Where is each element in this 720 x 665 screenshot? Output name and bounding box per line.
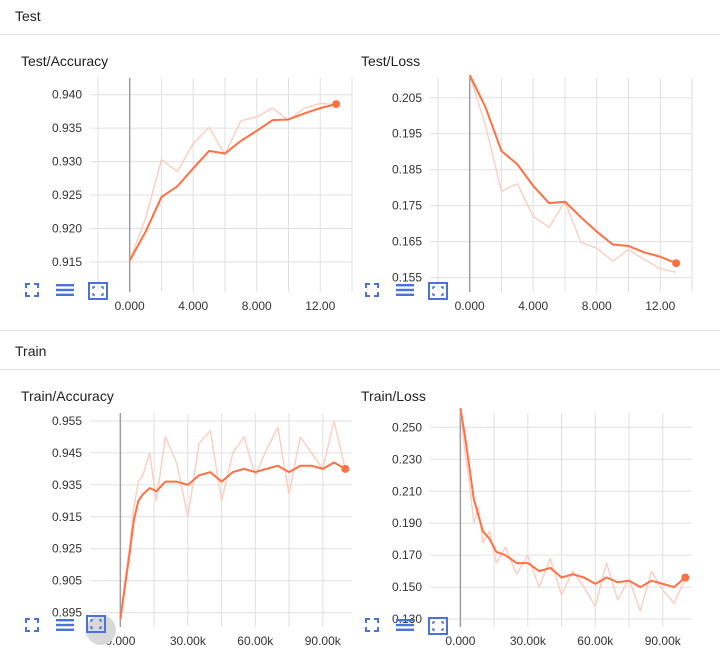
list-icon (56, 619, 74, 631)
card-title: Train/Accuracy (21, 388, 114, 404)
section-divider (0, 330, 720, 331)
x-tick-label: 8.000 (242, 299, 272, 313)
y-tick-label: 0.905 (52, 574, 82, 588)
fit-domain-button[interactable] (86, 615, 116, 645)
y-tick-label: 0.955 (52, 414, 82, 428)
smoothed-series-line (459, 408, 686, 589)
x-tick-label: 12.00 (645, 299, 675, 313)
raw-series-line (459, 408, 686, 612)
y-tick-label: 0.175 (392, 199, 422, 213)
y-tick-label: 0.935 (52, 121, 82, 135)
x-tick-label: 4.000 (518, 299, 548, 313)
fit-domain-icon (428, 282, 448, 300)
x-tick-label: 4.000 (178, 299, 208, 313)
y-tick-label: 0.155 (392, 271, 422, 285)
y-tick-label: 0.210 (392, 484, 422, 498)
expand-button[interactable] (364, 282, 390, 308)
y-tick-label: 0.920 (52, 221, 82, 235)
expand-button[interactable] (24, 282, 50, 308)
fit-domain-icon (88, 282, 108, 300)
x-tick-label: 90.00k (305, 634, 342, 648)
card-title: Test/Loss (361, 53, 421, 69)
x-tick-label: 60.00k (237, 634, 274, 648)
raw-series-line (119, 420, 346, 620)
y-tick-label: 0.185 (392, 163, 422, 177)
x-tick-label: 30.00k (170, 634, 207, 648)
toggle-log-scale-button[interactable] (56, 617, 82, 643)
raw-series-line (128, 102, 337, 261)
smoothed-series-line (468, 74, 677, 265)
series-endpoint (681, 573, 690, 582)
raw-series-line (468, 74, 677, 273)
y-tick-label: 0.165 (392, 235, 422, 249)
y-tick-label: 0.205 (392, 91, 422, 105)
card-title: Test/Accuracy (21, 53, 109, 69)
x-tick-label: 8.000 (582, 299, 612, 313)
y-tick-label: 0.915 (52, 255, 82, 269)
section-header-test[interactable]: Test (0, 0, 720, 35)
section-header-train[interactable]: Train (0, 335, 720, 370)
list-icon (396, 284, 414, 296)
y-tick-label: 0.190 (392, 516, 422, 530)
train-loss-chart: 0.1300.1500.1700.1900.2100.2300.2500.000… (392, 408, 692, 648)
x-tick-label: 60.00k (577, 634, 614, 648)
y-tick-label: 0.250 (392, 420, 422, 434)
toggle-log-scale-button[interactable] (396, 282, 422, 308)
y-tick-label: 0.930 (52, 155, 82, 169)
expand-icon (25, 618, 39, 632)
smoothed-series-line (119, 461, 346, 620)
toggle-log-scale-button[interactable] (396, 617, 422, 643)
series-endpoint (332, 100, 341, 109)
test-loss-chart: 0.155 0.165 0.175 0.185 0.195 0.205 0.000 4.000… (392, 74, 693, 313)
x-tick-label: 90.00k (645, 634, 682, 648)
y-tick-label: 0.170 (392, 548, 422, 562)
y-tick-label: 0.940 (52, 88, 82, 102)
x-tick-label: 12.00 (305, 299, 335, 313)
expand-button[interactable] (364, 617, 390, 643)
list-icon (396, 619, 414, 631)
y-tick-label: 0.195 (392, 127, 422, 141)
fit-domain-button[interactable] (88, 282, 114, 308)
toggle-log-scale-button[interactable] (56, 282, 82, 308)
x-tick-label: 30.00k (510, 634, 547, 648)
y-tick-label: 0.935 (52, 478, 82, 492)
y-tick-label: 0.925 (52, 542, 82, 556)
train-accuracy-chart: 0.8950.9050.9250.9150.9350.9450.9550.000… (52, 413, 352, 648)
chart-card-train-loss: Train/Loss 0.1300.1500.1700.1900.2100.23… (340, 375, 692, 648)
expand-icon (365, 283, 379, 297)
test-accuracy-chart: 0.915 0.920 0.925 0.930 0.935 0.940 0.000 4.000… (52, 78, 353, 313)
chart-card-test-loss: Test/Loss 0.155 0.165 0.175 0.185 0.195 0.205… (340, 40, 693, 313)
y-tick-label: 0.150 (392, 580, 422, 594)
y-tick-label: 0.895 (52, 606, 82, 620)
chart-card-train-accuracy: Train/Accuracy 0.895 0.905 0.925 0.915 0.935… (0, 375, 352, 648)
expand-icon (365, 618, 379, 632)
fit-domain-icon (86, 615, 106, 633)
x-tick-label: 0.000 (445, 634, 475, 648)
card-title: Train/Loss (361, 388, 426, 404)
y-tick-label: 0.945 (52, 446, 82, 460)
series-endpoint (672, 259, 681, 268)
fit-domain-button[interactable] (428, 617, 454, 643)
chart-card-test-accuracy: Test/Accuracy 0.915 0.920 0.925 0.930 0.935 0… (0, 40, 353, 313)
series-endpoint (341, 464, 350, 473)
smoothed-series-line (128, 103, 337, 262)
y-tick-label: 0.230 (392, 452, 422, 466)
list-icon (56, 284, 74, 296)
expand-button[interactable] (24, 617, 50, 643)
x-tick-label: 0.000 (455, 299, 485, 313)
x-tick-label: 0.000 (115, 299, 145, 313)
y-tick-label: 0.925 (52, 188, 82, 202)
section-title: Test (15, 8, 41, 24)
fit-domain-button[interactable] (428, 282, 454, 308)
y-tick-label: 0.915 (52, 510, 82, 524)
expand-icon (25, 283, 39, 297)
fit-domain-icon (428, 617, 448, 635)
section-title: Train (15, 343, 47, 359)
